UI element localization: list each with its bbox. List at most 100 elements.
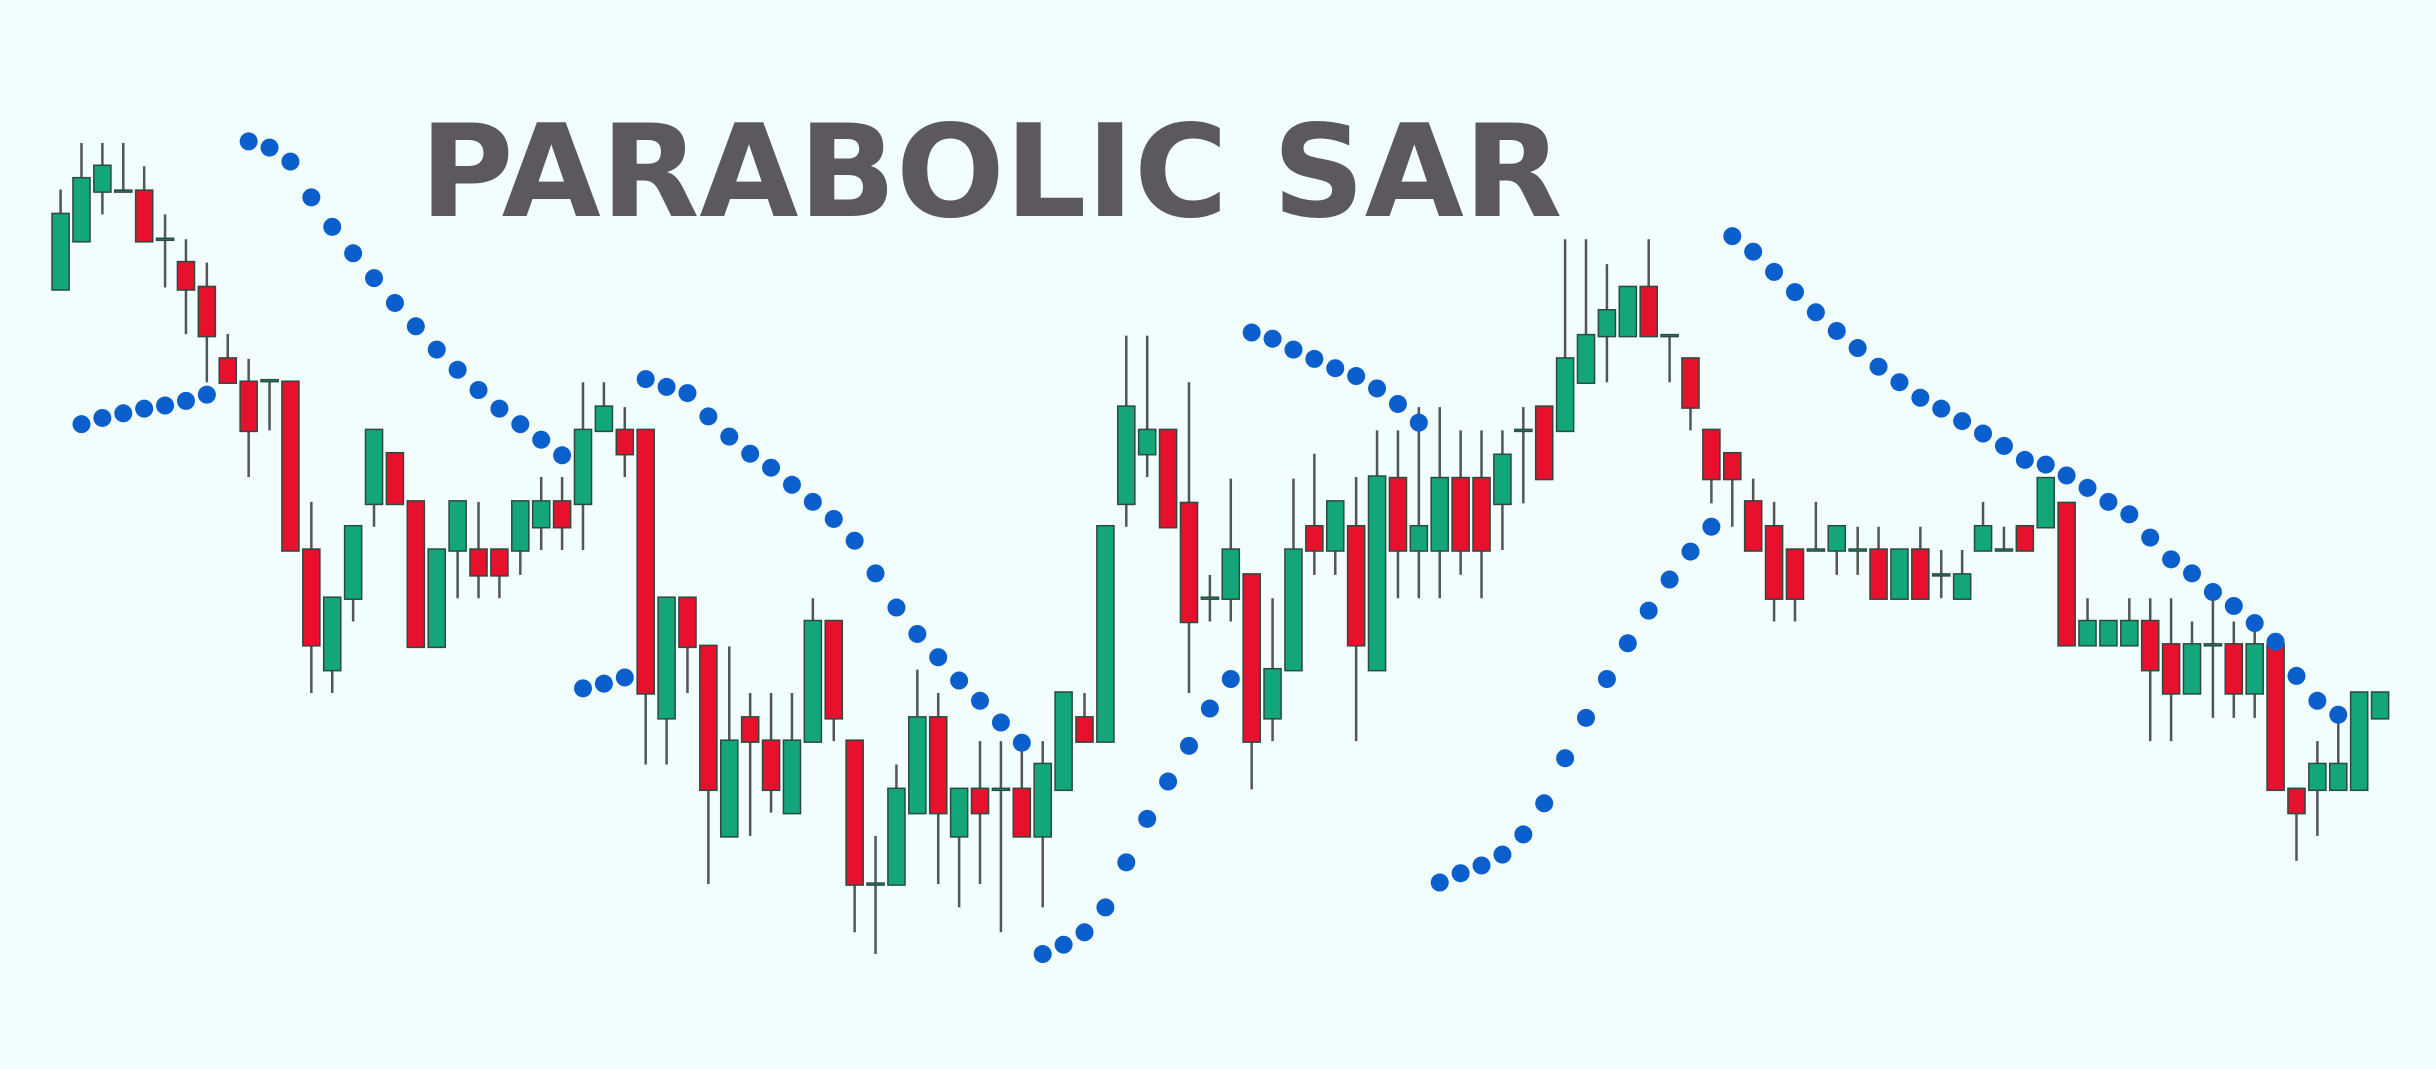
candle-body xyxy=(1618,285,1638,338)
candle-body xyxy=(511,500,530,552)
sar-dot xyxy=(1033,945,1052,964)
sar-dot xyxy=(156,396,175,415)
sar-dot xyxy=(1827,321,1846,340)
candle-body xyxy=(2203,643,2223,647)
sar-dot xyxy=(1326,359,1345,378)
sar-dot xyxy=(1806,303,1825,322)
sar-dot xyxy=(1451,864,1470,883)
candle-body xyxy=(2078,619,2097,647)
sar-dot xyxy=(511,415,530,434)
sar-dot xyxy=(72,415,91,434)
candle-body xyxy=(406,500,426,649)
candle-body xyxy=(427,548,447,649)
sar-dot xyxy=(553,446,572,465)
sar-dot xyxy=(845,531,864,550)
sar-dot xyxy=(824,509,843,528)
sar-dot xyxy=(1138,809,1157,828)
candle-body xyxy=(1514,428,1533,433)
candle-body xyxy=(239,380,258,433)
sar-dot xyxy=(762,458,781,477)
candle-body xyxy=(803,619,823,743)
candle-body xyxy=(1033,762,1053,838)
sar-dot xyxy=(1953,412,1972,431)
sar-dot xyxy=(1284,340,1303,359)
candle-body xyxy=(448,500,467,552)
candle-body xyxy=(1430,476,1450,552)
candle-body xyxy=(719,739,739,838)
sar-dot xyxy=(699,407,718,426)
sar-dot xyxy=(114,404,133,423)
candle-body xyxy=(1890,548,1909,600)
candle-body xyxy=(1576,333,1596,384)
candle-body xyxy=(970,787,990,815)
sar-dot xyxy=(2015,450,2034,469)
sar-dot xyxy=(1994,436,2013,455)
candle-body xyxy=(113,189,133,193)
sar-dot xyxy=(2099,492,2118,511)
sar-dot xyxy=(323,217,342,236)
sar-dot xyxy=(678,384,697,403)
candle-body xyxy=(1743,500,1763,552)
candle-body xyxy=(1305,524,1324,552)
sar-dot xyxy=(1577,708,1596,727)
sar-dot xyxy=(720,427,739,446)
candle-body xyxy=(2140,619,2160,672)
candle-body xyxy=(2015,524,2035,552)
sar-dot xyxy=(1639,601,1658,620)
candle-body xyxy=(678,596,697,649)
candle-body xyxy=(1158,428,1178,529)
candle-body xyxy=(1555,357,1575,433)
sar-dot xyxy=(93,408,112,427)
sar-dot xyxy=(281,152,300,171)
candle-body xyxy=(93,164,112,193)
candle-body xyxy=(51,212,70,291)
candle-body xyxy=(636,428,655,695)
sar-dot xyxy=(1848,339,1867,358)
candle-body xyxy=(1869,548,1888,600)
sar-dot xyxy=(929,648,948,667)
sar-dot xyxy=(1618,634,1637,653)
candle-body xyxy=(699,644,718,792)
candle-body xyxy=(1179,501,1199,624)
sar-dot xyxy=(1974,424,1993,443)
sar-dot xyxy=(176,391,195,410)
sar-dot xyxy=(490,399,509,418)
sar-dot xyxy=(1096,898,1115,917)
candle-body xyxy=(1952,573,1972,600)
candle-body xyxy=(1200,596,1220,600)
candle-body xyxy=(887,787,906,886)
candle-body xyxy=(845,739,864,886)
sar-dot xyxy=(1305,349,1324,368)
candle-body xyxy=(281,380,300,552)
candle-body xyxy=(2099,619,2118,647)
candle-body xyxy=(1117,405,1136,506)
sar-dot xyxy=(1514,825,1533,844)
candle-body xyxy=(469,548,488,577)
candle-body xyxy=(2328,762,2348,792)
candle-body xyxy=(385,451,405,506)
candle-body xyxy=(218,357,238,384)
sar-dot xyxy=(344,244,363,263)
candle-body xyxy=(657,596,676,720)
candle-body xyxy=(1848,548,1867,552)
candle-body xyxy=(1263,667,1282,720)
sar-dot xyxy=(2162,550,2181,569)
candle-body xyxy=(991,787,1011,792)
sar-dot xyxy=(2183,564,2202,583)
sar-dot xyxy=(1200,699,1219,718)
candle-body xyxy=(1973,524,1993,552)
candle-body xyxy=(1764,524,1784,600)
sar-dot xyxy=(448,360,467,379)
candle-body xyxy=(1681,357,1700,409)
sar-dot xyxy=(1221,670,1240,689)
candle-body xyxy=(1137,428,1157,456)
sar-dot xyxy=(2203,582,2222,601)
sar-dot xyxy=(1075,923,1094,942)
chart-title: PARABOLIC SAR xyxy=(420,98,1563,247)
candle-body xyxy=(1284,548,1303,672)
sar-dot xyxy=(302,188,321,207)
sar-dot xyxy=(991,713,1010,732)
candle-body xyxy=(1806,548,1826,552)
candle-body xyxy=(1639,285,1658,338)
candle-body xyxy=(2161,643,2181,695)
